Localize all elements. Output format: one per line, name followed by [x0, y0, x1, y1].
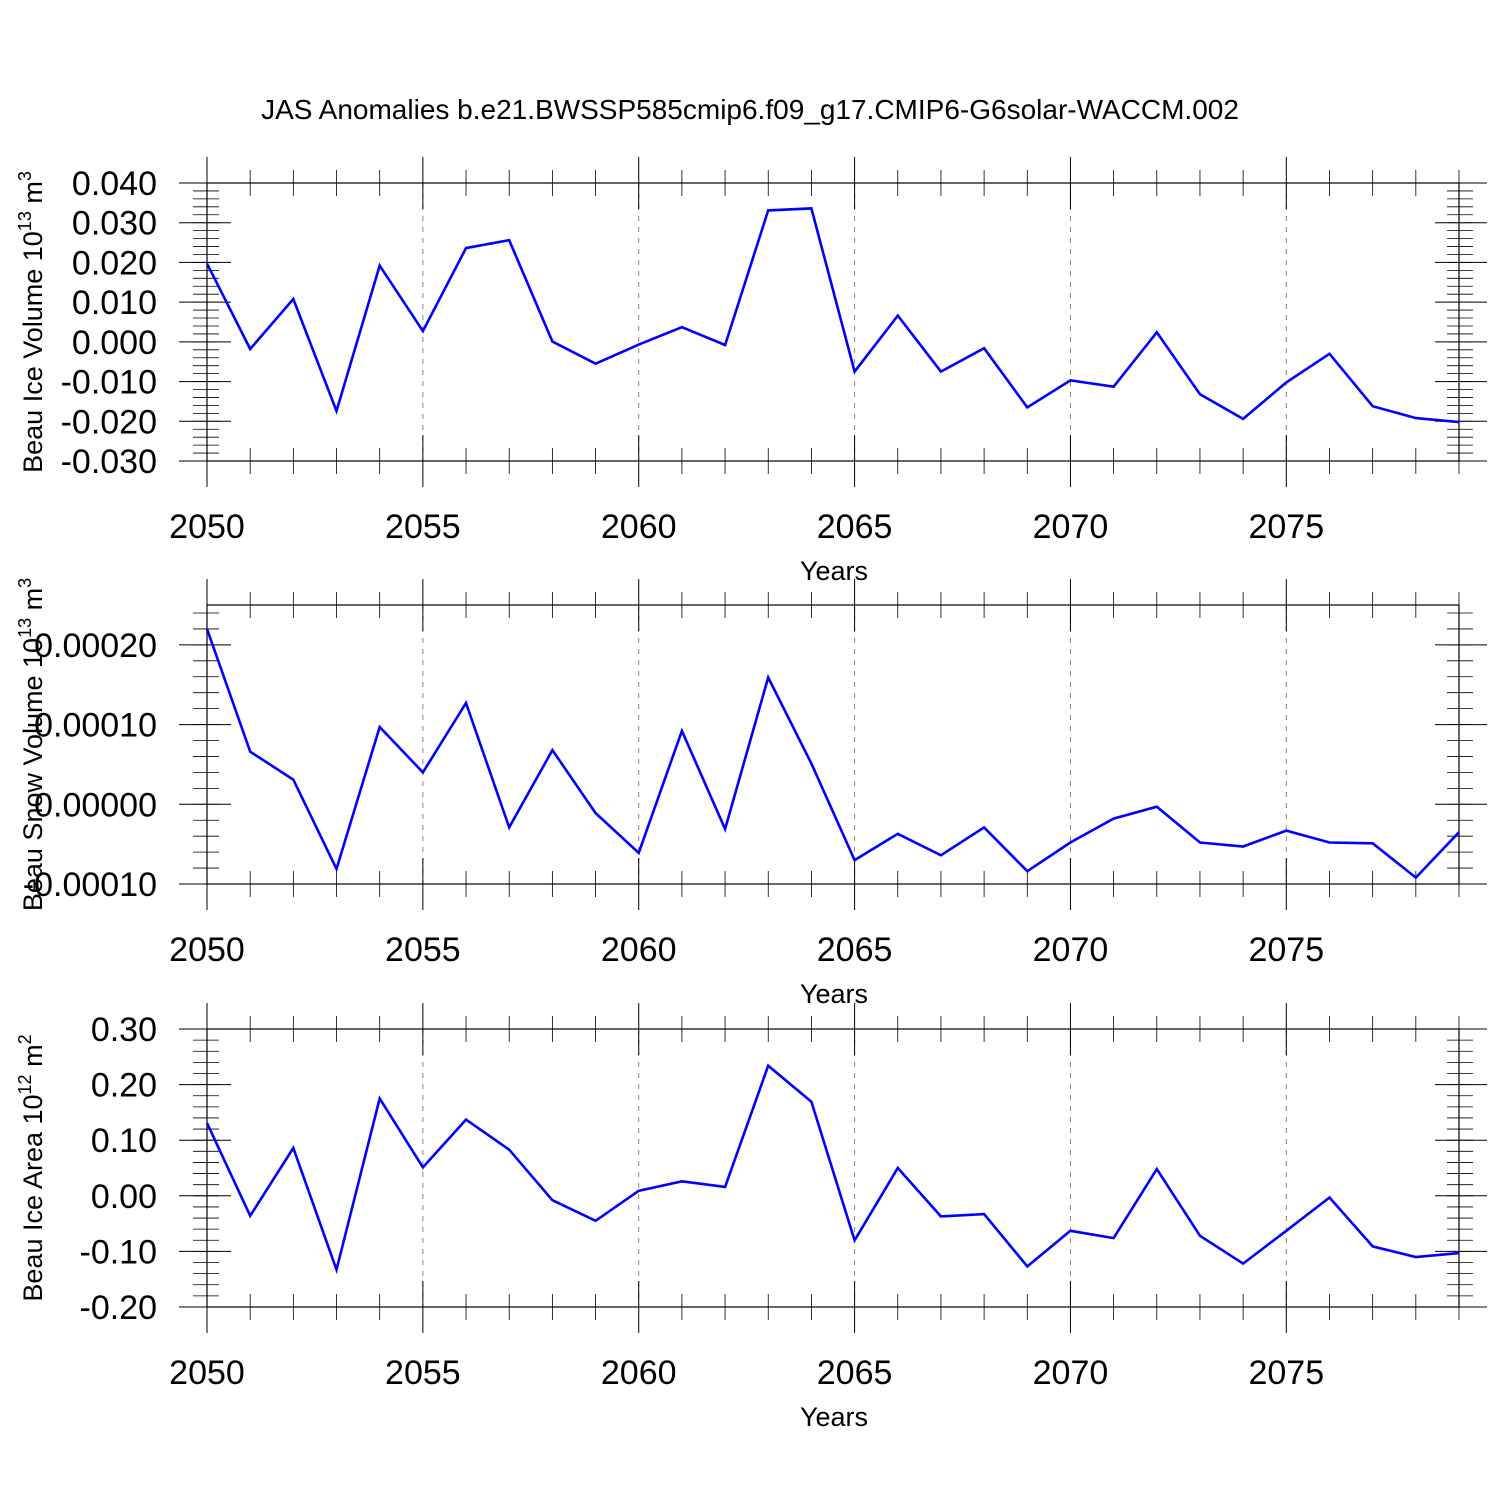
- y-axis-label-main: Beau Ice Area 10: [18, 1094, 48, 1301]
- y-tick-label: 0.020: [72, 244, 157, 282]
- series-line: [205, 207, 1460, 424]
- x-tick-label: 2070: [1033, 931, 1109, 969]
- y-tick-label: -0.020: [61, 403, 157, 441]
- plot-frame: [206, 604, 1460, 885]
- y-tick-label: 0.010: [72, 284, 157, 322]
- plot-frame: [206, 182, 1460, 462]
- x-tick-label: 2065: [817, 931, 893, 969]
- y-tick-label: 0.10: [91, 1122, 157, 1160]
- x-tick-label: 2075: [1248, 508, 1324, 546]
- y-axis-label-exp: 12: [15, 1074, 35, 1094]
- y-tick-label: 0.20: [91, 1067, 157, 1105]
- y-tick-label: 0.030: [72, 205, 157, 243]
- series-line: [205, 1063, 1460, 1275]
- y-axis-label: Beau Ice Area 1012 m2: [15, 1034, 48, 1301]
- y-axis-label: Beau Snow Volume 1013 m3: [15, 578, 48, 911]
- y-axis-label-main: Beau Snow Volume 10: [18, 638, 48, 911]
- x-tick-label: 2065: [817, 1354, 893, 1392]
- y-tick-label: 0.040: [72, 165, 157, 203]
- panel-1: 0.0400.0300.0200.0100.000-0.010-0.020-0.…: [15, 157, 1487, 586]
- x-tick-label: 2050: [169, 931, 245, 969]
- x-tick-label: 2060: [601, 1354, 677, 1392]
- y-tick-label: 0.00000: [34, 786, 157, 824]
- y-axis-label-unit-exp: 2: [15, 1034, 35, 1044]
- x-tick-label: 2070: [1033, 508, 1109, 546]
- y-axis-label: Beau Ice Volume 1013 m3: [15, 171, 48, 473]
- y-tick-label: -0.10: [80, 1233, 158, 1271]
- panel-2: 0.00020 0.00010 0.00000 -0.00010 2050 2055 206…: [15, 578, 1487, 1009]
- y-tick-label: -0.030: [61, 443, 157, 481]
- x-axis-label: Years: [800, 979, 868, 1009]
- plot-frame: [206, 1028, 1460, 1308]
- x-tick-label: 2075: [1248, 931, 1324, 969]
- y-axis-label-unit: m: [18, 1044, 48, 1074]
- x-tick-label: 2050: [169, 1354, 245, 1392]
- y-tick-label: -0.00010: [23, 866, 157, 904]
- x-tick-label: 2065: [817, 508, 893, 546]
- x-tick-label: 2055: [385, 1354, 461, 1392]
- y-axis-label-exp: 13: [15, 211, 35, 231]
- y-axis-label-unit: m: [18, 588, 48, 618]
- y-tick-label: 0.30: [91, 1011, 157, 1049]
- y-axis-label-unit: m: [18, 181, 48, 211]
- x-tick-label: 2075: [1248, 1354, 1324, 1392]
- y-tick-label: -0.20: [80, 1289, 158, 1327]
- x-tick-label: 2050: [169, 508, 245, 546]
- x-tick-label: 2070: [1033, 1354, 1109, 1392]
- y-axis-label-unit-exp: 3: [15, 578, 35, 588]
- x-tick-label: 2060: [601, 508, 677, 546]
- chart-title: JAS Anomalies b.e21.BWSSP585cmip6.f09_g1…: [261, 94, 1239, 125]
- x-tick-label: 2055: [385, 931, 461, 969]
- x-axis-label: Years: [800, 1402, 868, 1432]
- y-tick-label: 0.000: [72, 324, 157, 362]
- y-tick-label: 0.00020: [34, 627, 157, 665]
- x-tick-label: 2060: [601, 931, 677, 969]
- y-tick-label: 0.00010: [34, 707, 157, 745]
- panels: 0.0400.0300.0200.0100.000-0.010-0.020-0.…: [15, 157, 1487, 1432]
- y-tick-label: 0.00: [91, 1178, 157, 1216]
- panel-3: 0.30 0.20 0.10 0.00 -0.10 -0.20 2050 2055 2060 20…: [15, 1003, 1487, 1432]
- y-axis-label-main: Beau Ice Volume 10: [18, 231, 48, 473]
- x-axis-label: Years: [800, 556, 868, 586]
- y-axis-label-unit-exp: 3: [15, 171, 35, 181]
- series-line: [205, 628, 1460, 880]
- x-tick-label: 2055: [385, 508, 461, 546]
- y-tick-label: -0.010: [61, 364, 157, 402]
- y-axis-label-exp: 13: [15, 618, 35, 638]
